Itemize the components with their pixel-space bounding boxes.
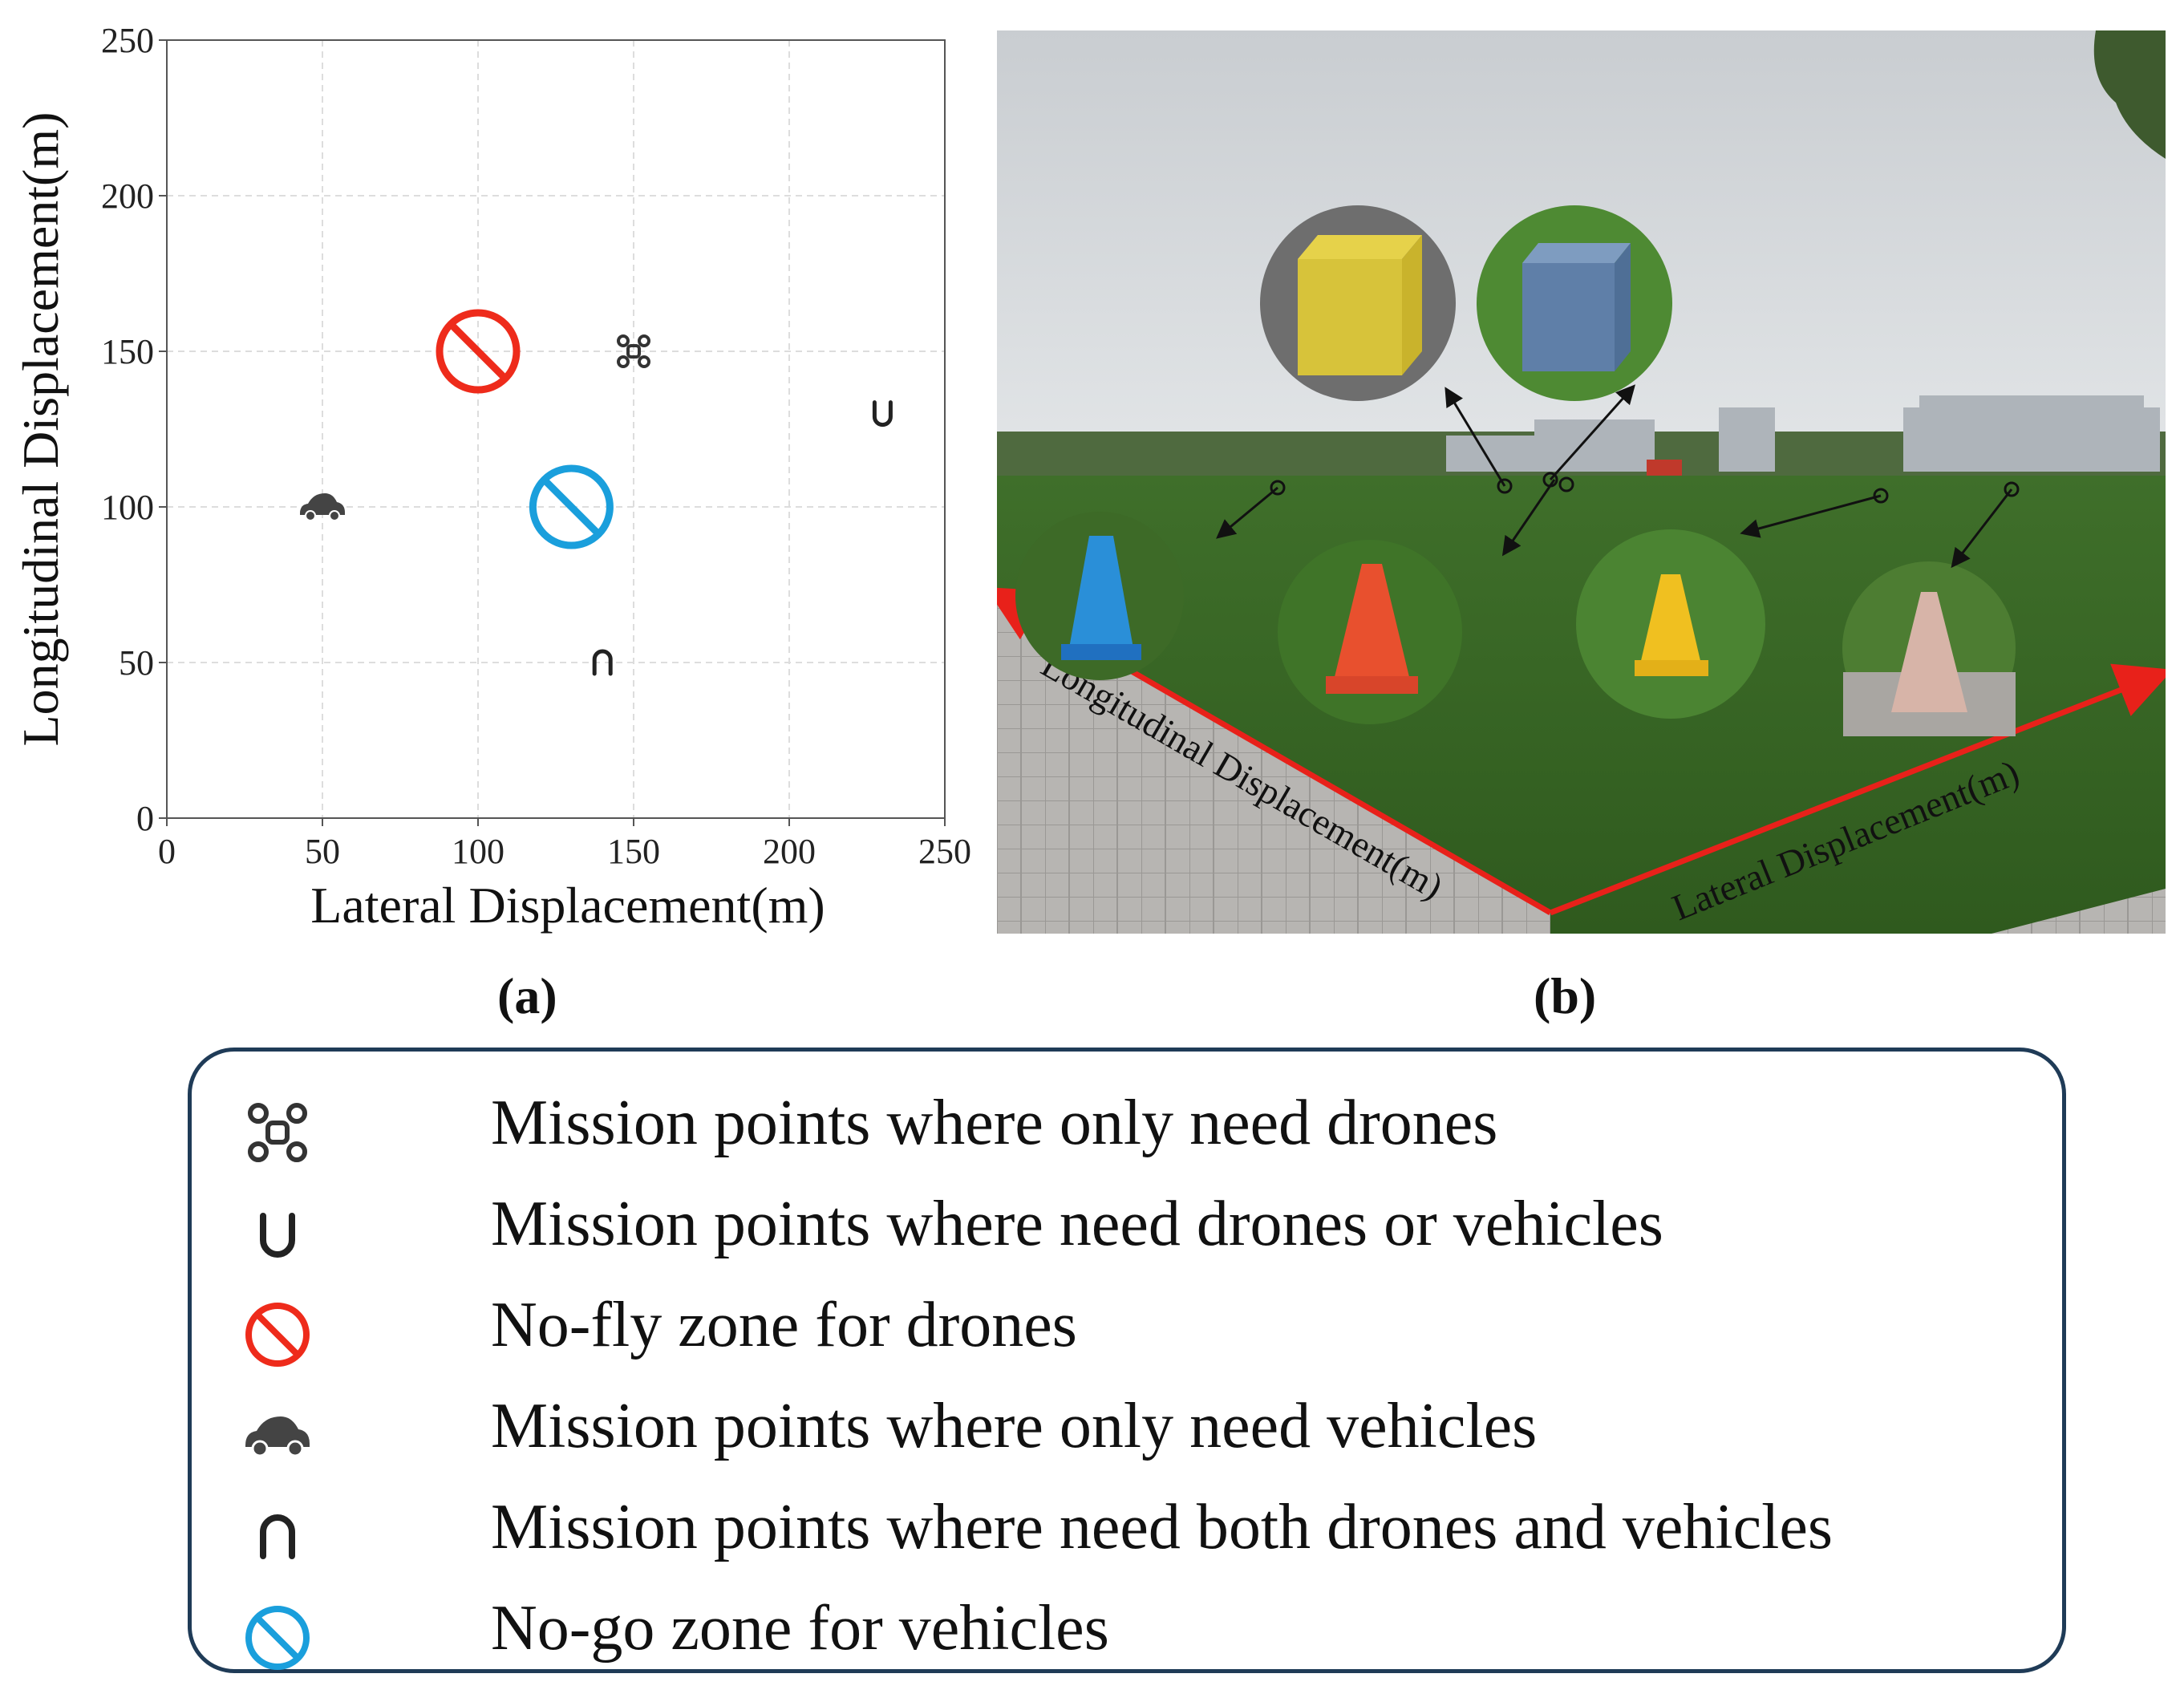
tree-corner xyxy=(2093,30,2166,159)
x-tick-label: 200 xyxy=(763,832,816,871)
blue-cube-inset xyxy=(1477,205,1672,401)
legend-label: Mission points where only need drones xyxy=(491,1088,1498,1158)
x-tick-label: 150 xyxy=(607,832,660,871)
legend-label: Mission points where only need vehicles xyxy=(491,1391,1538,1461)
cap-icon xyxy=(260,1514,295,1559)
legend-item-no-go: No-go zone for vehicles xyxy=(192,1587,2062,1688)
x-tick-label: 250 xyxy=(918,832,971,871)
caption-a: (a) xyxy=(497,967,557,1024)
point-drone-icon xyxy=(617,334,650,368)
no-fly-icon xyxy=(245,1303,310,1367)
marks xyxy=(300,309,893,676)
panel-b-photo: Longitudinal Displacement(m) Lateral Dis… xyxy=(997,30,2166,934)
y-tick-label: 150 xyxy=(101,332,154,371)
zone-no-fly-icon xyxy=(436,309,521,394)
legend-label: Mission points where need both drones an… xyxy=(491,1492,1834,1562)
x-axis-title: Lateral Displacement(m) xyxy=(310,877,825,934)
legend-label: No-go zone for vehicles xyxy=(491,1593,1109,1664)
point-cup-icon xyxy=(872,400,893,428)
y-tick-label: 50 xyxy=(119,643,154,683)
zone-no-go-icon xyxy=(529,464,614,549)
panel-a-chart: 0 50 100 150 200 250 0 50 100 150 200 250 Lateral D… xyxy=(12,21,971,934)
legend: Mission points where only need drones Mi… xyxy=(188,1048,2066,1673)
legend-item-drone-only: Mission points where only need drones xyxy=(192,1082,2062,1183)
legend-item-no-fly: No-fly zone for drones xyxy=(192,1284,2062,1385)
y-axis-title: Longitudinal Displacement(m) xyxy=(12,112,69,747)
legend-label: Mission points where need drones or vehi… xyxy=(491,1189,1663,1259)
no-go-icon xyxy=(245,1606,310,1670)
lateral-axis-arrow xyxy=(1549,663,2166,916)
ticks: 0 50 100 150 200 250 0 50 100 150 200 250 xyxy=(101,21,971,871)
x-tick-label: 50 xyxy=(305,832,340,871)
y-tick-label: 0 xyxy=(136,799,154,838)
car-icon xyxy=(245,1416,310,1457)
plot-frame xyxy=(166,39,946,819)
legend-label: No-fly zone for drones xyxy=(491,1290,1077,1360)
paving-right xyxy=(1992,889,2166,934)
yellow-cone-inset xyxy=(1576,529,1765,719)
legend-item-drone-and-vehicle: Mission points where need both drones an… xyxy=(192,1486,2062,1587)
caption-b: (b) xyxy=(1534,967,1597,1024)
grid xyxy=(166,39,946,819)
legend-item-vehicle-only: Mission points where only need vehicles xyxy=(192,1385,2062,1486)
legend-item-drone-or-vehicle: Mission points where need drones or vehi… xyxy=(192,1183,2062,1284)
pink-cone-inset xyxy=(1842,561,2016,736)
drone-icon xyxy=(248,1103,307,1162)
field-photo: Longitudinal Displacement(m) Lateral Dis… xyxy=(997,30,2166,934)
buildings xyxy=(1446,395,2160,472)
y-tick-label: 200 xyxy=(101,176,154,216)
red-cone-inset xyxy=(1278,540,1462,724)
pointer-lines xyxy=(1216,384,2020,569)
point-car-icon xyxy=(300,493,345,521)
y-tick-label: 100 xyxy=(101,488,154,527)
point-cap-icon xyxy=(592,649,613,676)
yellow-cube-inset xyxy=(1260,205,1456,401)
y-tick-label: 250 xyxy=(101,21,154,60)
x-tick-label: 0 xyxy=(158,832,176,871)
cup-icon xyxy=(260,1213,295,1258)
x-tick-label: 100 xyxy=(452,832,504,871)
blue-cone-inset xyxy=(1015,512,1184,680)
paving-left xyxy=(997,596,1550,934)
